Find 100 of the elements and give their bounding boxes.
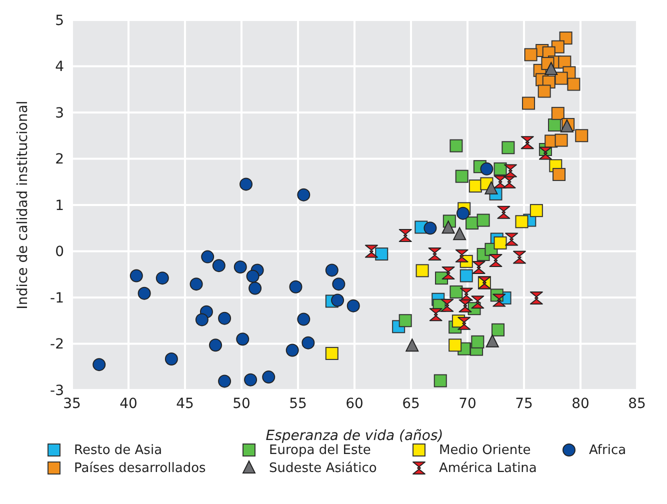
point: [297, 312, 310, 326]
point: [325, 346, 338, 360]
point: [522, 96, 536, 110]
point: [218, 312, 232, 325]
point: [504, 164, 517, 178]
point: [497, 206, 510, 219]
x-tick-label: 75: [515, 396, 533, 412]
y-tick-label: -2: [50, 336, 64, 353]
point: [440, 298, 454, 312]
point: [130, 269, 143, 282]
point: [520, 136, 534, 150]
point: [331, 294, 344, 307]
point: [164, 352, 178, 366]
point: [524, 48, 538, 62]
point: [455, 170, 468, 183]
point: [455, 249, 468, 262]
point: [138, 286, 151, 300]
point: [530, 204, 543, 218]
point: [484, 181, 498, 194]
point: [201, 250, 214, 264]
point: [302, 336, 315, 350]
y-tick-label: -1: [50, 290, 64, 306]
point: [364, 244, 378, 258]
legend-label: Sudeste Asiático: [269, 460, 377, 476]
point: [434, 374, 447, 388]
y-tick-label: 4: [55, 59, 64, 76]
point: [346, 299, 360, 312]
point: [406, 338, 419, 352]
point: [450, 285, 463, 298]
point: [450, 139, 463, 152]
point: [416, 264, 429, 278]
point: [471, 335, 484, 348]
x-tick-label: 80: [572, 396, 590, 412]
point: [494, 162, 507, 176]
point: [156, 272, 169, 285]
point: [429, 308, 442, 322]
point: [512, 250, 526, 264]
point: [398, 314, 412, 328]
point: [246, 270, 260, 283]
y-tick-label: 3: [55, 105, 64, 122]
point: [375, 248, 388, 261]
legend-label: Europa del Este: [269, 442, 371, 458]
point: [458, 316, 471, 330]
point: [286, 344, 299, 357]
legend-label: América Latina: [439, 460, 537, 476]
point: [554, 72, 568, 85]
point: [489, 254, 502, 267]
point: [472, 260, 486, 274]
legend-label: Resto de Asia: [74, 442, 162, 458]
point: [486, 334, 499, 348]
y-tick-label: 5: [55, 12, 64, 29]
point: [236, 332, 250, 346]
point: [548, 118, 562, 132]
point: [494, 175, 507, 188]
point: [460, 269, 473, 282]
y-tick-label: 2: [55, 152, 64, 168]
point: [502, 141, 515, 154]
point: [428, 248, 442, 261]
point: [234, 260, 247, 274]
point: [218, 374, 232, 388]
point: [480, 162, 494, 176]
legend-label: Africa: [589, 442, 626, 458]
legend-label: Países desarrollados: [74, 460, 206, 476]
x-axis-title: Esperanza de vida (años): [266, 428, 444, 444]
point: [92, 358, 106, 372]
point: [458, 299, 472, 312]
y-tick-label: 0: [55, 244, 64, 260]
point: [530, 291, 543, 304]
point: [551, 106, 564, 120]
point: [505, 232, 518, 246]
point: [212, 259, 226, 272]
point: [448, 338, 462, 352]
point: [453, 227, 466, 240]
point: [456, 206, 470, 220]
point: [289, 280, 302, 294]
x-tick-label: 40: [120, 396, 138, 412]
x-tick-label: 85: [628, 396, 646, 412]
point: [575, 129, 588, 142]
point: [538, 84, 551, 98]
point: [552, 168, 566, 181]
point: [567, 78, 580, 91]
point: [476, 214, 490, 227]
x-tick-label: 55: [289, 396, 307, 412]
point: [442, 266, 455, 280]
x-tick-label: 50: [232, 396, 250, 412]
point: [332, 278, 346, 291]
x-tick-label: 60: [346, 396, 364, 412]
point: [195, 313, 208, 326]
point: [471, 296, 484, 309]
point: [424, 222, 437, 235]
point: [325, 264, 338, 277]
point: [240, 178, 253, 191]
legend-label: Medio Oriente: [439, 442, 531, 458]
point: [494, 236, 507, 250]
point: [544, 62, 558, 75]
point: [492, 294, 506, 307]
point: [538, 146, 552, 160]
x-tick-label: 70: [458, 396, 476, 412]
point: [442, 220, 455, 234]
point: [398, 229, 412, 242]
